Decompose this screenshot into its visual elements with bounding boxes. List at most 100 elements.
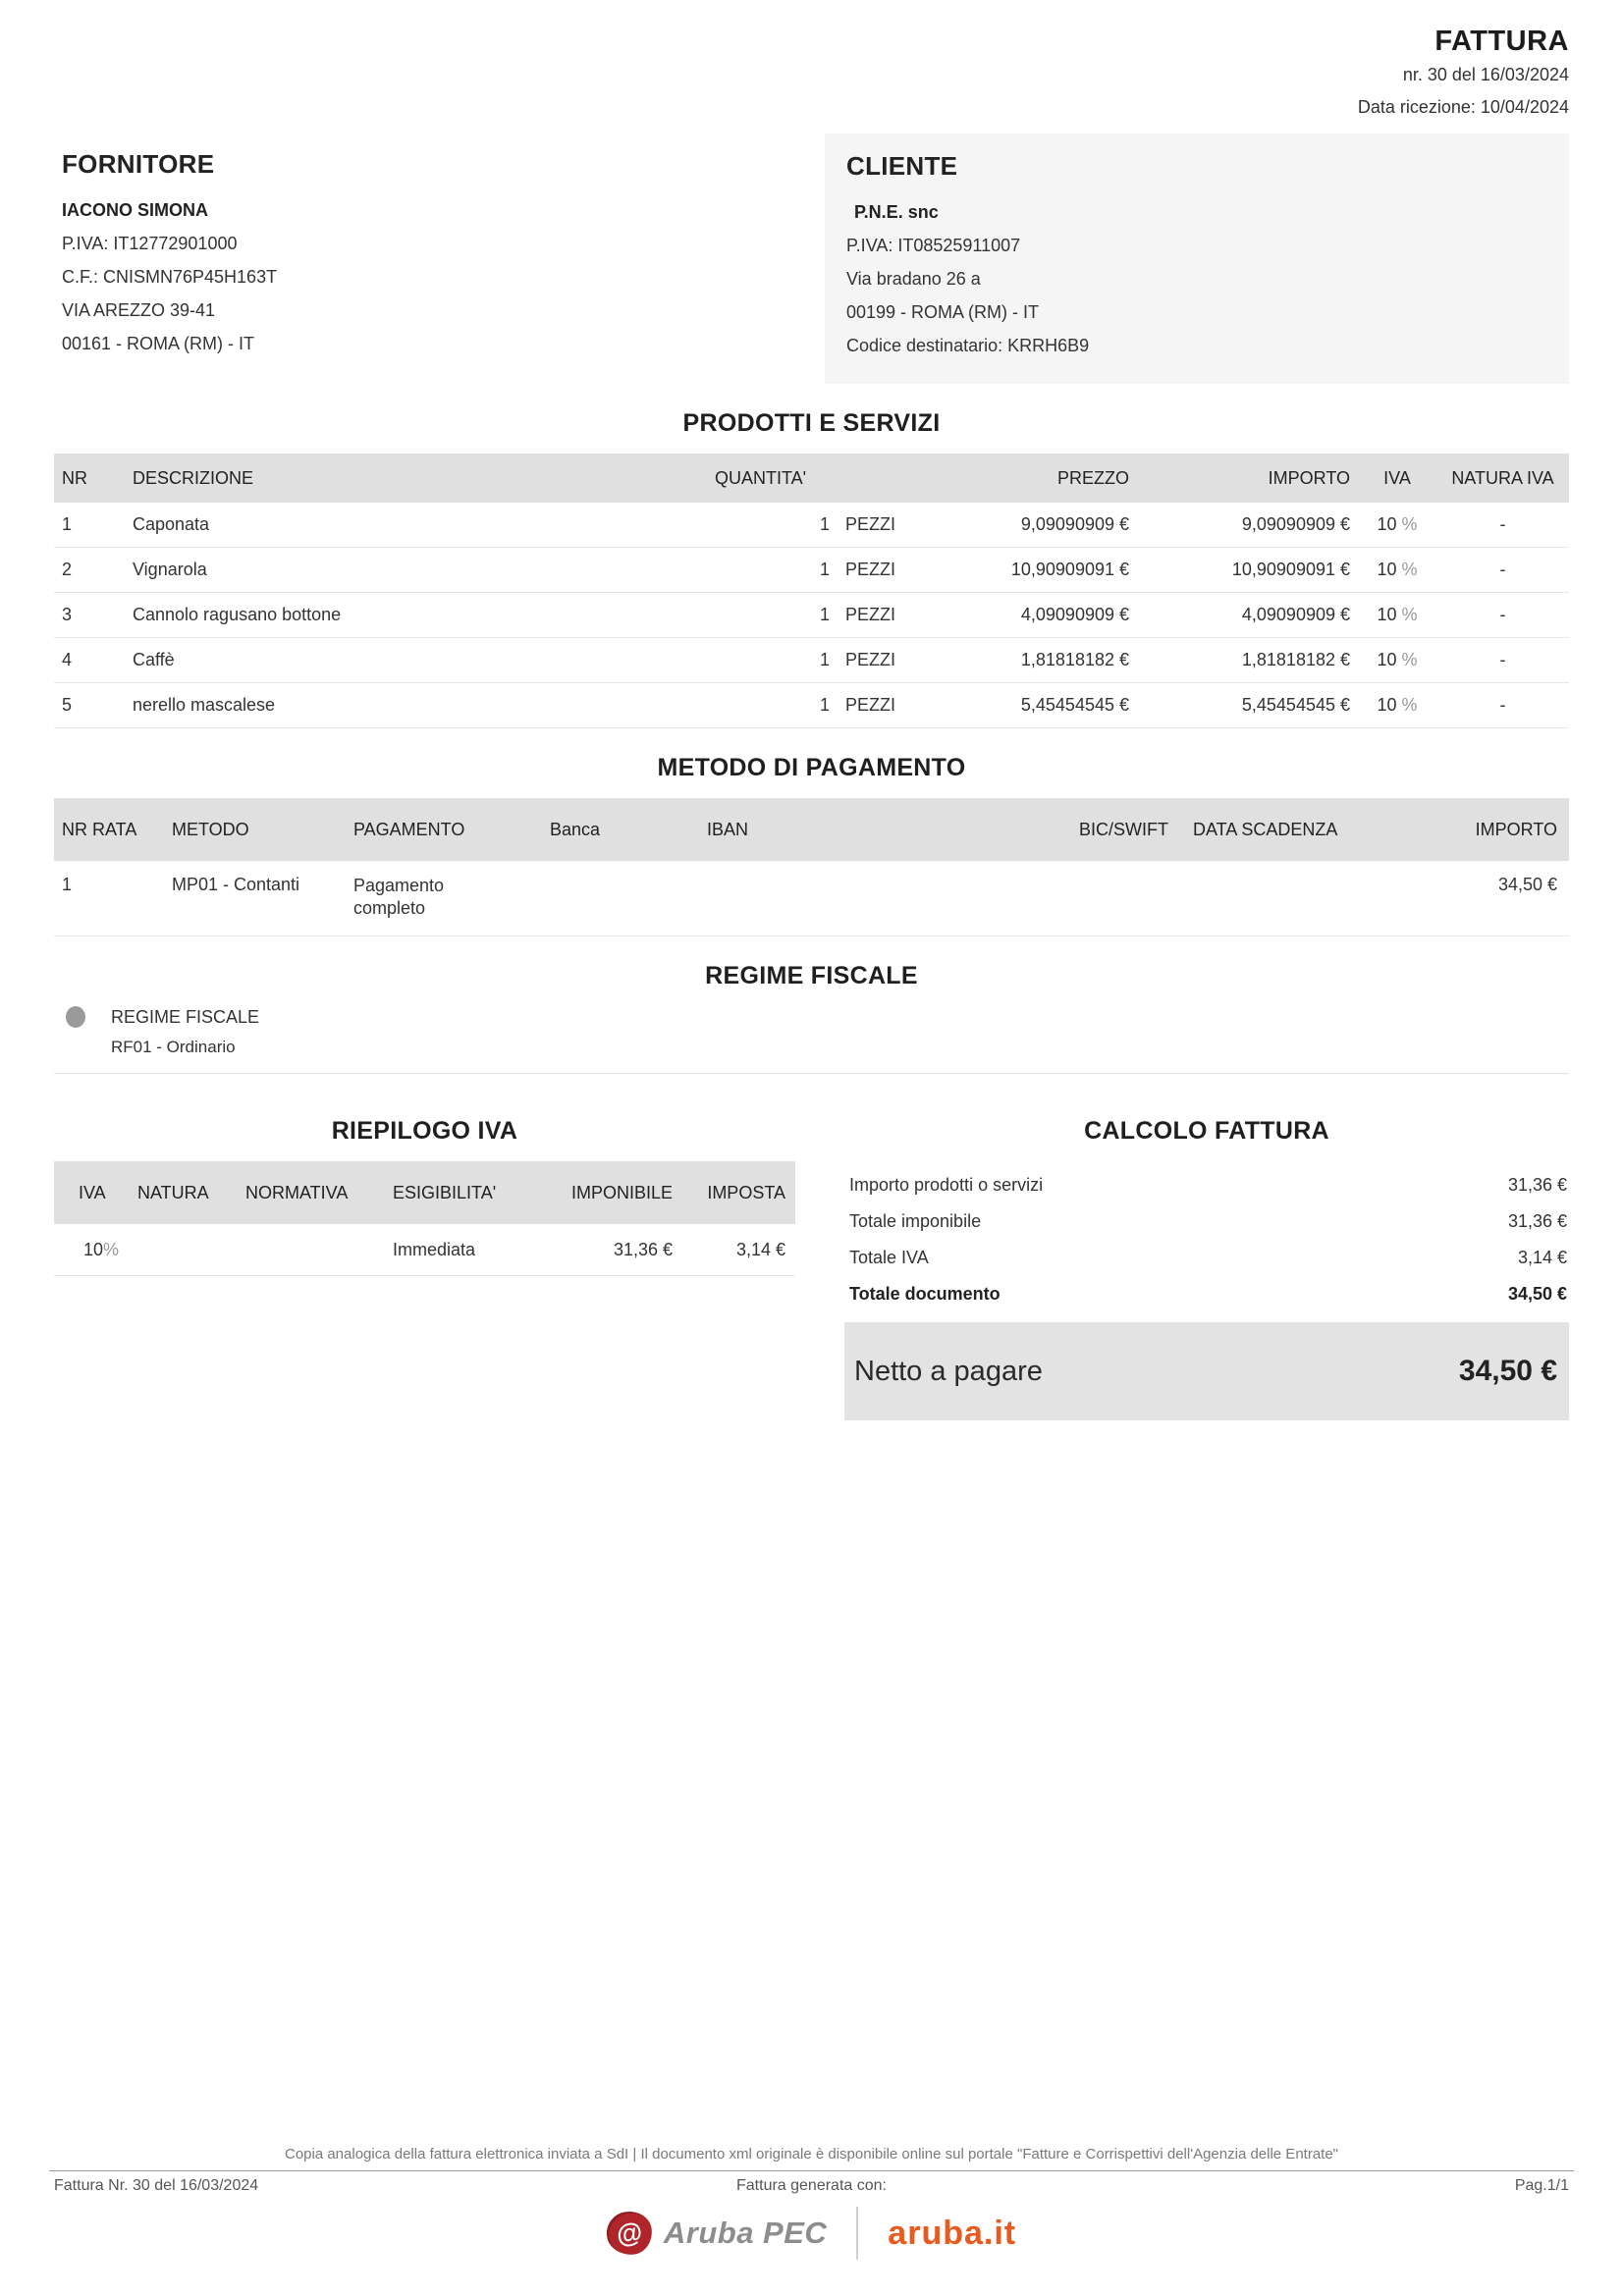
customer-recipient-code: Codice destinatario: KRRH6B9	[846, 336, 1090, 355]
vat-summary-header: IVA NATURA NORMATIVA ESIGIBILITA' IMPONI…	[54, 1161, 795, 1224]
vat-taxable: 31,36 €	[613, 1239, 673, 1259]
product-amount: 9,09090909 €	[1241, 514, 1350, 534]
col-metodo: METODO	[172, 819, 249, 839]
product-row: 5 nerello mascalese 1 PEZZI 5,45454545 €…	[54, 683, 1569, 728]
aruba-pec-logo: @ Aruba PEC	[604, 2209, 828, 2258]
product-amount: 5,45454545 €	[1241, 695, 1350, 715]
percent-sign: %	[1401, 650, 1418, 669]
product-description: Caponata	[133, 514, 210, 534]
supplier-city: 00161 - ROMA (RM) - IT	[62, 334, 255, 353]
regime-label: REGIME FISCALE	[111, 1006, 260, 1027]
regime-section-title: REGIME FISCALE	[705, 962, 918, 989]
page-footer: Copia analogica della fattura elettronic…	[0, 2146, 1623, 2260]
product-vat-nature: -	[1499, 650, 1506, 669]
col-descrizione: DESCRIZIONE	[133, 467, 254, 488]
product-unit: PEZZI	[845, 695, 896, 715]
product-nr: 1	[62, 514, 73, 534]
product-nr: 5	[62, 695, 73, 715]
product-quantity: 1	[819, 605, 830, 624]
calc-row: Totale IVA 3,14 €	[844, 1240, 1569, 1276]
at-seal-icon: @	[604, 2209, 655, 2258]
product-vat-nature: -	[1499, 514, 1506, 534]
supplier-address: VIA AREZZO 39-41	[62, 300, 216, 320]
calc-label: Totale imponibile	[849, 1211, 982, 1231]
vat-number: 10	[1377, 514, 1397, 534]
col-normativa: NORMATIVA	[245, 1182, 349, 1202]
vat-number: 10	[83, 1239, 104, 1259]
calc-value: 34,50 €	[1507, 1284, 1567, 1304]
product-row: 4 Caffè 1 PEZZI 1,81818182 € 1,81818182 …	[54, 638, 1569, 683]
footer-page-number: Pag.1/1	[1514, 2177, 1569, 2194]
supplier-fiscal-code: C.F.: CNISMN76P45H163T	[62, 267, 278, 287]
vat-exigibility: Immediata	[393, 1239, 476, 1259]
product-price: 9,09090909 €	[1020, 514, 1129, 534]
product-price: 4,09090909 €	[1020, 605, 1129, 624]
summary-section: RIEPILOGO IVA IVA NATURA NORMATIVA ESIGI…	[54, 1092, 1569, 1420]
vat-number: 10	[1377, 560, 1397, 579]
product-price: 5,45454545 €	[1020, 695, 1129, 715]
product-quantity: 1	[819, 650, 830, 669]
col-esigibilita: ESIGIBILITA'	[393, 1182, 497, 1202]
footer-generated-with: Fattura generata con:	[736, 2177, 887, 2194]
calc-row: Totale imponibile 31,36 €	[844, 1203, 1569, 1240]
calc-label: Importo prodotti o servizi	[849, 1175, 1044, 1195]
logo-divider	[856, 2207, 859, 2260]
col-iva: IVA	[79, 1182, 106, 1202]
col-natura: NATURA	[137, 1182, 209, 1202]
col-bic-swift: BIC/SWIFT	[1079, 819, 1168, 839]
col-pagamento: PAGAMENTO	[353, 819, 465, 839]
product-vat-rate: 10%	[1358, 605, 1436, 625]
calc-label: Totale documento	[849, 1284, 1001, 1304]
col-importo: IMPORTO	[1475, 819, 1557, 839]
calc-value: 3,14 €	[1517, 1248, 1567, 1267]
aruba-it-wordmark: aruba.it	[888, 2214, 1017, 2252]
vat-tax: 3,14 €	[735, 1239, 785, 1259]
col-imponibile: IMPONIBILE	[570, 1182, 673, 1202]
col-importo: IMPORTO	[1268, 467, 1350, 488]
product-amount: 1,81818182 €	[1241, 650, 1350, 669]
parties-section: FORNITORE IACONO SIMONA P.IVA: IT1277290…	[54, 133, 1569, 384]
product-unit: PEZZI	[845, 514, 896, 534]
product-nr: 2	[62, 560, 73, 579]
product-price: 10,90909091 €	[1010, 560, 1129, 579]
customer-vat: P.IVA: IT08525911007	[846, 236, 1021, 255]
product-quantity: 1	[819, 514, 830, 534]
payment-table-header: NR RATA METODO PAGAMENTO Banca IBAN BIC/…	[54, 798, 1569, 861]
product-price: 1,81818182 €	[1020, 650, 1129, 669]
payment-row: 1 MP01 - Contanti Pagamento completo 34,…	[54, 861, 1569, 936]
payment-nr: 1	[62, 875, 73, 894]
vat-number: 10	[1377, 605, 1397, 624]
footer-logos: @ Aruba PEC aruba.it	[0, 2207, 1623, 2260]
vat-rate: 10%	[54, 1240, 137, 1260]
vat-number: 10	[1377, 650, 1397, 669]
product-unit: PEZZI	[845, 605, 896, 624]
product-nr: 3	[62, 605, 73, 624]
product-unit: PEZZI	[845, 650, 896, 669]
vat-summary-title: RIEPILOGO IVA	[331, 1117, 518, 1145]
invoice-calc-block: CALCOLO FATTURA Importo prodotti o servi…	[844, 1092, 1569, 1420]
product-description: Cannolo ragusano bottone	[133, 605, 342, 624]
customer-city: 00199 - ROMA (RM) - IT	[846, 302, 1040, 322]
product-vat-rate: 10%	[1358, 650, 1436, 670]
products-section-title: PRODOTTI E SERVIZI	[682, 409, 941, 437]
col-nr: NR	[62, 467, 87, 488]
product-row: 1 Caponata 1 PEZZI 9,09090909 € 9,090909…	[54, 503, 1569, 548]
document-header: FATTURA nr. 30 del 16/03/2024 Data ricez…	[54, 0, 1569, 124]
col-banca: Banca	[550, 819, 601, 839]
col-quantita: QUANTITA'	[715, 467, 807, 488]
col-iban: IBAN	[707, 819, 749, 839]
calc-label: Totale IVA	[849, 1248, 929, 1267]
product-description: nerello mascalese	[133, 695, 276, 715]
aruba-pec-wordmark: Aruba PEC	[663, 2216, 828, 2250]
payment-amount: 34,50 €	[1497, 875, 1557, 894]
percent-sign: %	[103, 1239, 120, 1259]
product-vat-rate: 10%	[1358, 514, 1436, 535]
calc-value: 31,36 €	[1507, 1211, 1567, 1231]
product-vat-rate: 10%	[1358, 695, 1436, 716]
page-title: FATTURA	[1434, 26, 1569, 57]
supplier-section-title: FORNITORE	[62, 149, 215, 179]
product-nr: 4	[62, 650, 73, 669]
product-row: 2 Vignarola 1 PEZZI 10,90909091 € 10,909…	[54, 548, 1569, 593]
footer-invoice-ref: Fattura Nr. 30 del 16/03/2024	[54, 2177, 259, 2194]
